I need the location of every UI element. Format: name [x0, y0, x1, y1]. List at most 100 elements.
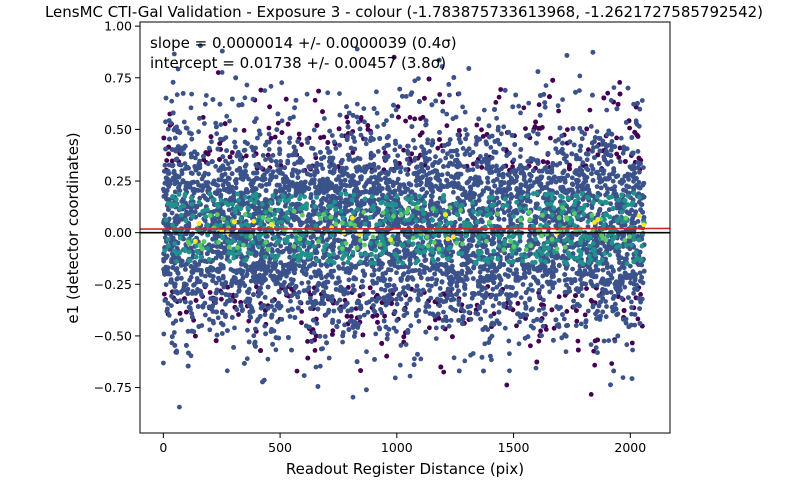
- scatter-point: [474, 122, 480, 128]
- scatter-point: [310, 233, 316, 239]
- scatter-point: [631, 290, 636, 296]
- scatter-point: [268, 83, 274, 89]
- scatter-point: [571, 298, 576, 304]
- scatter-point: [353, 306, 359, 311]
- scatter-point: [440, 99, 446, 105]
- scatter-point: [521, 105, 527, 111]
- scatter-point: [570, 266, 575, 272]
- scatter-point: [387, 288, 393, 294]
- scatter-point: [560, 97, 565, 102]
- scatter-point: [242, 164, 248, 169]
- scatter-point: [475, 164, 480, 170]
- scatter-point: [370, 289, 376, 295]
- scatter-point: [404, 157, 410, 162]
- scatter-point: [285, 158, 291, 164]
- scatter-point: [588, 298, 594, 303]
- scatter-point: [612, 338, 618, 344]
- scatter-point: [214, 244, 220, 250]
- scatter-point: [449, 264, 455, 269]
- scatter-point: [407, 115, 413, 120]
- scatter-point: [363, 141, 369, 147]
- scatter-point: [553, 179, 559, 185]
- scatter-point: [545, 160, 550, 166]
- scatter-point: [162, 162, 168, 168]
- scatter-point: [629, 299, 634, 305]
- scatter-point: [296, 263, 302, 269]
- scatter-point: [320, 109, 325, 115]
- scatter-point: [203, 312, 208, 318]
- scatter-point: [266, 131, 272, 137]
- scatter-point: [289, 293, 295, 299]
- scatter-point: [350, 283, 356, 289]
- scatter-point: [501, 217, 507, 222]
- scatter-point: [460, 237, 465, 243]
- scatter-point: [270, 153, 276, 158]
- scatter-point: [536, 307, 542, 313]
- scatter-point: [198, 43, 203, 49]
- scatter-point: [273, 347, 279, 353]
- scatter-point: [638, 292, 643, 297]
- scatter-point: [336, 275, 341, 281]
- scatter-point: [514, 323, 519, 329]
- scatter-point: [585, 308, 591, 314]
- scatter-point: [523, 306, 529, 311]
- scatter-point: [374, 89, 379, 95]
- scatter-point: [348, 314, 354, 319]
- scatter-point: [444, 123, 450, 129]
- scatter-point: [593, 263, 599, 269]
- scatter-point: [593, 345, 599, 350]
- scatter-point: [361, 106, 367, 111]
- scatter-point: [398, 343, 404, 348]
- scatter-point: [586, 147, 591, 153]
- scatter-point: [525, 158, 531, 164]
- scatter-point: [620, 150, 626, 156]
- scatter-point: [310, 146, 316, 152]
- scatter-point: [246, 318, 252, 324]
- scatter-point: [278, 159, 283, 164]
- scatter-point: [312, 97, 318, 103]
- scatter-point: [279, 80, 285, 86]
- scatter-point: [397, 144, 403, 150]
- scatter-point: [488, 294, 494, 300]
- scatter-point: [313, 364, 319, 370]
- scatter-point: [170, 320, 176, 326]
- scatter-point: [370, 313, 376, 319]
- scatter-point: [168, 120, 174, 126]
- scatter-point: [412, 145, 418, 151]
- scatter-point: [477, 269, 483, 275]
- scatter-point: [376, 165, 381, 170]
- scatter-point: [436, 315, 442, 321]
- scatter-point: [461, 164, 467, 170]
- scatter-point: [236, 312, 241, 317]
- scatter-point: [241, 148, 247, 153]
- scatter-point: [489, 333, 495, 339]
- scatter-point: [419, 130, 425, 136]
- scatter-point: [445, 151, 450, 157]
- scatter-point: [443, 155, 449, 161]
- scatter-point: [161, 135, 167, 141]
- scatter-point: [373, 331, 379, 337]
- scatter-point: [635, 316, 641, 322]
- scatter-point: [621, 308, 627, 313]
- scatter-point: [175, 66, 181, 72]
- scatter-point: [294, 368, 300, 374]
- scatter-point: [288, 298, 293, 304]
- scatter-point: [241, 127, 247, 133]
- scatter-point: [363, 136, 368, 142]
- scatter-point: [200, 115, 206, 120]
- scatter-point: [258, 87, 264, 93]
- scatter-point: [368, 150, 374, 156]
- scatter-point: [534, 359, 540, 365]
- scatter-point: [481, 107, 487, 113]
- scatter-point: [582, 312, 588, 318]
- scatter-point: [463, 275, 469, 280]
- scatter-point: [213, 164, 219, 169]
- scatter-point: [222, 121, 228, 127]
- scatter-point: [507, 150, 512, 156]
- scatter-point: [416, 288, 422, 293]
- scatter-point: [198, 272, 204, 277]
- scatter-point: [264, 169, 270, 175]
- scatter-point: [616, 155, 622, 160]
- scatter-point: [440, 318, 446, 323]
- scatter-point: [211, 320, 216, 326]
